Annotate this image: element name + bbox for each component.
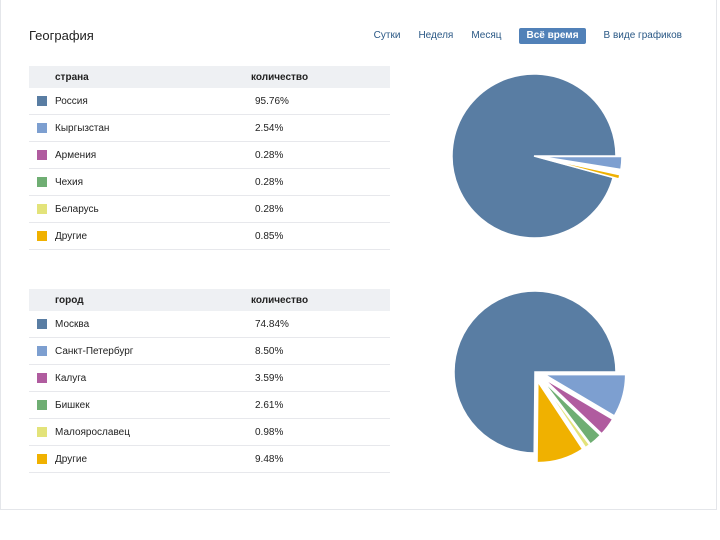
column-header-country: страна [55, 71, 89, 83]
country-pie-slice-0[interactable] [451, 73, 617, 239]
geography-panel: География Сутки Неделя Месяц Всё время В… [0, 0, 717, 510]
legend-swatch [37, 454, 47, 464]
city-value: 3.59% [255, 372, 284, 384]
country-name: Чехия [55, 176, 84, 188]
table-row: Калуга 3.59% [29, 365, 390, 392]
country-name: Беларусь [55, 203, 99, 215]
city-pie-slice-1[interactable] [541, 373, 627, 417]
country-value: 0.28% [255, 149, 284, 161]
tab-all-time[interactable]: Всё время [519, 28, 586, 44]
city-pie-slice-3[interactable] [541, 378, 602, 446]
country-value: 0.85% [255, 230, 284, 242]
country-value: 0.28% [255, 203, 284, 215]
table-row: Санкт-Петербург 8.50% [29, 338, 390, 365]
country-name: Кыргызстан [55, 122, 110, 134]
page-title: География [29, 28, 94, 43]
column-header-count: количество [251, 71, 309, 83]
legend-swatch [37, 96, 47, 106]
country-value: 2.54% [255, 122, 284, 134]
table-row: Малоярославец 0.98% [29, 419, 390, 446]
city-pie-slice-4[interactable] [540, 379, 591, 449]
country-name: Россия [55, 95, 88, 107]
city-name: Другие [55, 453, 88, 465]
legend-swatch [37, 373, 47, 383]
legend-swatch [37, 400, 47, 410]
legend-swatch [37, 231, 47, 241]
city-name: Бишкек [55, 399, 90, 411]
table-row: Чехия 0.28% [29, 169, 390, 196]
table-row: Армения 0.28% [29, 142, 390, 169]
column-header-count: количество [251, 294, 309, 306]
country-name: Армения [55, 149, 97, 161]
city-value: 9.48% [255, 453, 284, 465]
table-header: город количество [29, 289, 390, 311]
city-pie-slice-5[interactable] [536, 379, 584, 464]
country-table: страна количество Россия 95.76% Кыргызст… [29, 66, 390, 250]
country-value: 95.76% [255, 95, 289, 107]
country-name: Другие [55, 230, 88, 242]
legend-swatch [37, 177, 47, 187]
table-header: страна количество [29, 66, 390, 88]
city-pie-chart [453, 290, 627, 464]
tab-month[interactable]: Месяц [471, 30, 502, 41]
legend-swatch [37, 150, 47, 160]
city-pie-slice-2[interactable] [542, 377, 614, 435]
legend-swatch [37, 346, 47, 356]
city-name: Москва [55, 318, 90, 330]
table-row: Кыргызстан 2.54% [29, 115, 390, 142]
city-table: город количество Москва 74.84% Санкт-Пет… [29, 289, 390, 473]
table-row: Россия 95.76% [29, 88, 390, 115]
tab-week[interactable]: Неделя [418, 30, 454, 41]
city-name: Малоярославец [55, 426, 130, 438]
city-value: 74.84% [255, 318, 289, 330]
legend-swatch [37, 204, 47, 214]
city-value: 8.50% [255, 345, 284, 357]
country-pie-slice-5[interactable] [539, 156, 621, 180]
period-tabs: Сутки Неделя Месяц Всё время В виде граф… [356, 28, 682, 44]
column-header-city: город [55, 294, 84, 306]
tab-as-charts[interactable]: В виде графиков [603, 30, 682, 41]
country-pie-chart [451, 73, 623, 239]
city-name: Санкт-Петербург [55, 345, 134, 357]
table-row: Беларусь 0.28% [29, 196, 390, 223]
city-value: 0.98% [255, 426, 284, 438]
legend-swatch [37, 319, 47, 329]
city-value: 2.61% [255, 399, 284, 411]
legend-swatch [37, 427, 47, 437]
country-value: 0.28% [255, 176, 284, 188]
tab-day[interactable]: Сутки [373, 30, 401, 41]
table-row: Другие 9.48% [29, 446, 390, 473]
city-pie-slice-0[interactable] [453, 290, 617, 454]
table-row: Бишкек 2.61% [29, 392, 390, 419]
table-row: Другие 0.85% [29, 223, 390, 250]
legend-swatch [37, 123, 47, 133]
table-row: Москва 74.84% [29, 311, 390, 338]
city-name: Калуга [55, 372, 87, 384]
